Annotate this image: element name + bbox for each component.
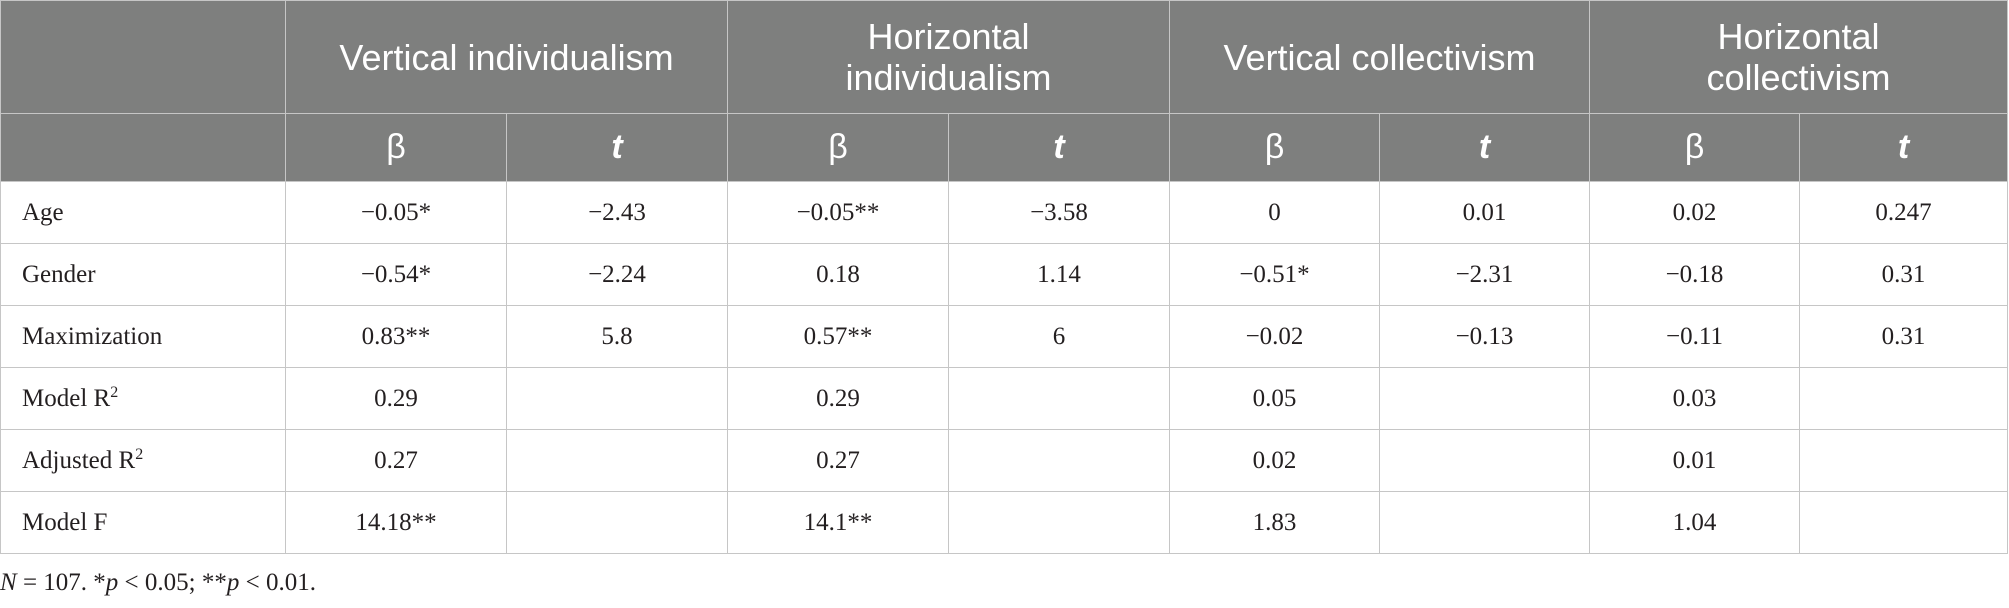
table-header: Vertical individualism Horizontal individ…: [0, 0, 2008, 182]
group-header: Horizontal collectivism: [1589, 0, 2008, 114]
p-symbol: p: [226, 569, 240, 596]
table-cell: −0.02: [1169, 305, 1380, 368]
table-cell: −3.58: [948, 181, 1170, 244]
table-cell: −0.13: [1379, 305, 1590, 368]
sub-header-row: β t β t β t β t: [0, 113, 2008, 182]
table-cell: [1799, 491, 2008, 554]
t-header: t: [1379, 113, 1590, 182]
table-cell: 0.01: [1379, 181, 1590, 244]
table-cell: 0.31: [1799, 243, 2008, 306]
table-row: Adjusted R2 0.27 0.27 0.02 0.01: [0, 429, 2008, 492]
header-corner: [0, 0, 286, 114]
table-cell: [1379, 367, 1590, 430]
p-symbol: p: [105, 569, 119, 596]
table-cell: 1.04: [1589, 491, 1800, 554]
table-cell: 0.01: [1589, 429, 1800, 492]
table-cell: 0.29: [727, 367, 949, 430]
table-cell: 0.03: [1589, 367, 1800, 430]
row-label: Model F: [0, 491, 286, 554]
table-cell: [1379, 429, 1590, 492]
table-cell: 0.31: [1799, 305, 2008, 368]
table-cell: −0.54*: [285, 243, 507, 306]
table-cell: −0.05**: [727, 181, 949, 244]
table-cell: [1799, 367, 2008, 430]
table-cell: 14.1**: [727, 491, 949, 554]
table-cell: 14.18**: [285, 491, 507, 554]
table-cell: 0: [1169, 181, 1380, 244]
group-header: Vertical individualism: [285, 0, 728, 114]
table-cell: 0.27: [727, 429, 949, 492]
table-cell: 0.247: [1799, 181, 2008, 244]
table-cell: [1379, 491, 1590, 554]
table-cell: −2.31: [1379, 243, 1590, 306]
table-cell: [948, 367, 1170, 430]
table-cell: −2.24: [506, 243, 728, 306]
header-corner: [0, 113, 286, 182]
table-row: Gender −0.54* −2.24 0.18 1.14 −0.51* −2.…: [0, 243, 2008, 306]
table-cell: 0.05: [1169, 367, 1380, 430]
table-cell: 6: [948, 305, 1170, 368]
n-symbol: N: [0, 569, 17, 596]
table-cell: [1799, 429, 2008, 492]
table-cell: −2.43: [506, 181, 728, 244]
table-cell: [506, 367, 728, 430]
row-label: Age: [0, 181, 286, 244]
table-cell: [506, 491, 728, 554]
table-cell: 0.27: [285, 429, 507, 492]
beta-header: β: [727, 113, 949, 182]
group-header-row: Vertical individualism Horizontal individ…: [0, 0, 2008, 114]
group-header: Horizontal individualism: [727, 0, 1170, 114]
t-header: t: [506, 113, 728, 182]
table-cell: −0.11: [1589, 305, 1800, 368]
table-row: Model F 14.18** 14.1** 1.83 1.04: [0, 491, 2008, 554]
table-cell: 1.14: [948, 243, 1170, 306]
table-cell: 0.02: [1169, 429, 1380, 492]
beta-header: β: [1169, 113, 1380, 182]
table-cell: −0.05*: [285, 181, 507, 244]
table-row: Age −0.05* −2.43 −0.05** −3.58 0 0.01 0.…: [0, 181, 2008, 244]
t-header: t: [948, 113, 1170, 182]
table-row: Model R2 0.29 0.29 0.05 0.03: [0, 367, 2008, 430]
table-cell: 5.8: [506, 305, 728, 368]
row-label: Maximization: [0, 305, 286, 368]
table-cell: [948, 429, 1170, 492]
table-footnote: N = 107. *p < 0.05; **p < 0.01.: [0, 569, 316, 596]
t-header: t: [1799, 113, 2008, 182]
table-body: Age −0.05* −2.43 −0.05** −3.58 0 0.01 0.…: [0, 181, 2008, 554]
row-label: Gender: [0, 243, 286, 306]
row-label: Model R2: [0, 367, 286, 430]
table-cell: 0.57**: [727, 305, 949, 368]
regression-table: Vertical individualism Horizontal individ…: [0, 0, 2008, 554]
beta-header: β: [285, 113, 507, 182]
table-cell: 0.29: [285, 367, 507, 430]
table-cell: [948, 491, 1170, 554]
table-cell: −0.51*: [1169, 243, 1380, 306]
table-row: Maximization 0.83** 5.8 0.57** 6 −0.02 −…: [0, 305, 2008, 368]
row-label: Adjusted R2: [0, 429, 286, 492]
table-cell: 0.83**: [285, 305, 507, 368]
beta-header: β: [1589, 113, 1800, 182]
table-cell: 0.18: [727, 243, 949, 306]
table-cell: −0.18: [1589, 243, 1800, 306]
group-header: Vertical collectivism: [1169, 0, 1590, 114]
table-cell: 0.02: [1589, 181, 1800, 244]
table-cell: 1.83: [1169, 491, 1380, 554]
table-cell: [506, 429, 728, 492]
